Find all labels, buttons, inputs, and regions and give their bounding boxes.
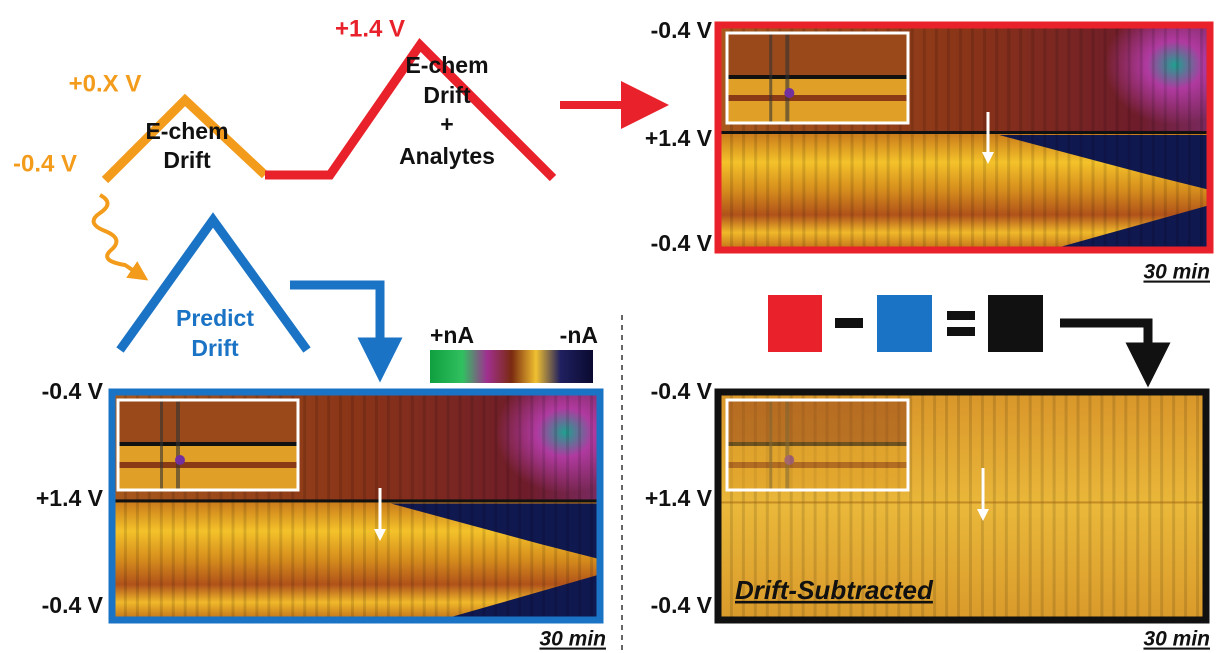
predict-label: Predict [176,305,254,331]
drift-label: Drift [163,147,211,173]
inset [727,400,908,490]
start-label: -0.4 V [13,150,77,177]
y-label: -0.4 V [42,592,104,618]
predict-label: Drift [191,335,239,361]
black-square [988,295,1043,352]
y-label: -0.4 V [651,378,713,404]
panel-title: Drift-Subtracted [735,575,934,605]
inset [727,33,908,123]
analyte-label: Drift [423,82,471,108]
colorbar-positive: +nA [430,322,474,348]
subtracted-panel: Drift-Subtracted -0.4 V +1.4 V -0.4 V 30… [645,378,1210,650]
colorbar [430,350,593,383]
panel-border [108,388,604,624]
peak-high-label: +1.4 V [335,15,405,42]
y-label: +1.4 V [36,485,104,511]
inset [118,400,298,490]
time-label: 30 min [539,628,606,651]
black-arrow [1060,318,1171,388]
equals-sign [947,327,975,336]
time-label: 30 min [1143,261,1210,284]
peak-low-label: +0.X V [69,70,142,97]
drift-label: E-chem [145,118,228,144]
predicted-panel: -0.4 V +1.4 V -0.4 V 30 min [36,378,606,651]
panel-border [714,388,1210,624]
y-label: -0.4 V [42,378,104,404]
y-label: -0.4 V [651,17,713,43]
y-label: +1.4 V [645,485,713,511]
analyte-label: E-chem [405,52,488,78]
predict-waveform [116,212,311,353]
inset-border [725,398,910,492]
inset-border [725,31,910,125]
minus-sign [835,318,863,328]
equals-sign [947,311,975,320]
inset-border [116,398,300,492]
panel-border [714,21,1214,254]
blue-square [877,295,932,352]
analyte-label: Analytes [399,143,495,169]
y-label: -0.4 V [651,592,713,618]
time-label: 30 min [1143,628,1210,651]
red-square [768,295,822,352]
squiggle-arrow [91,193,149,281]
analyte-waveform [265,38,557,182]
blue-arrow [290,280,403,383]
y-label: -0.4 V [651,230,713,256]
analyte-label: + [440,111,453,137]
drift-waveform [101,93,269,184]
y-label: +1.4 V [645,125,713,151]
colorbar-negative: -nA [560,322,598,348]
measured-panel: -0.4 V +1.4 V -0.4 V 30 min [645,17,1214,284]
